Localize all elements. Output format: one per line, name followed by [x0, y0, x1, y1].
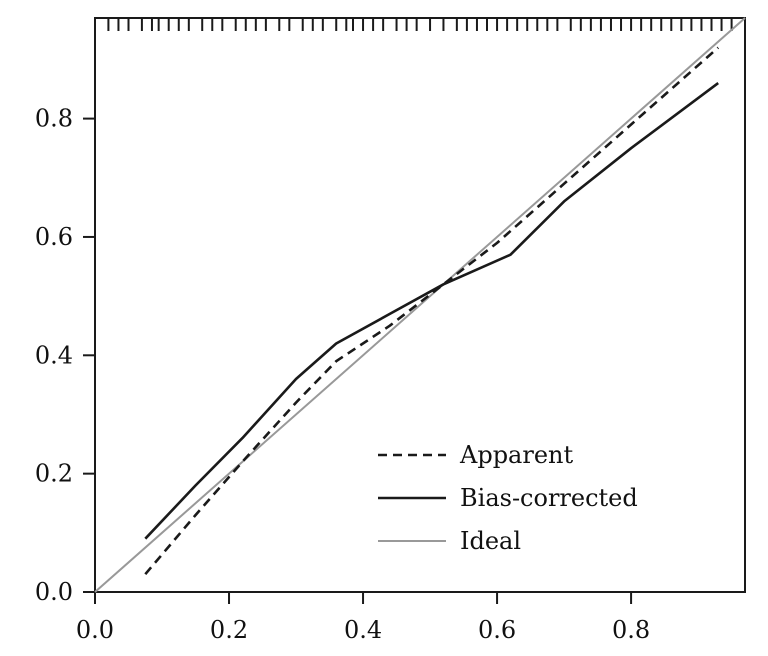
- x-tick-label: 0.8: [612, 616, 650, 644]
- plot-frame: [94, 17, 746, 593]
- y-tick-label: 0.4: [35, 341, 73, 369]
- x-tick-label: 0.0: [76, 616, 114, 644]
- y-tick-label: 0.0: [35, 578, 73, 606]
- legend-label-bias-corrected: Bias-corrected: [460, 484, 638, 512]
- y-tick-label: 0.2: [35, 460, 73, 488]
- y-tick-label: 0.6: [35, 223, 73, 251]
- series-line-apparent: [144, 46, 720, 576]
- y-tick-label: 0.8: [35, 105, 73, 133]
- x-tick-label: 0.6: [478, 616, 516, 644]
- series-line-bias-corrected: [144, 82, 719, 540]
- x-tick-label: 0.2: [210, 616, 248, 644]
- legend-label-apparent: Apparent: [459, 441, 574, 469]
- legend-label-ideal: Ideal: [460, 527, 521, 555]
- x-tick-label: 0.4: [344, 616, 382, 644]
- series-line-ideal: [94, 17, 746, 593]
- plot-area: 0.0 0.2 0.4 0.6 0.8 0.0 0.2 0.4 0.6 0.8: [35, 17, 746, 644]
- legend: Apparent Bias-corrected Ideal: [378, 441, 638, 555]
